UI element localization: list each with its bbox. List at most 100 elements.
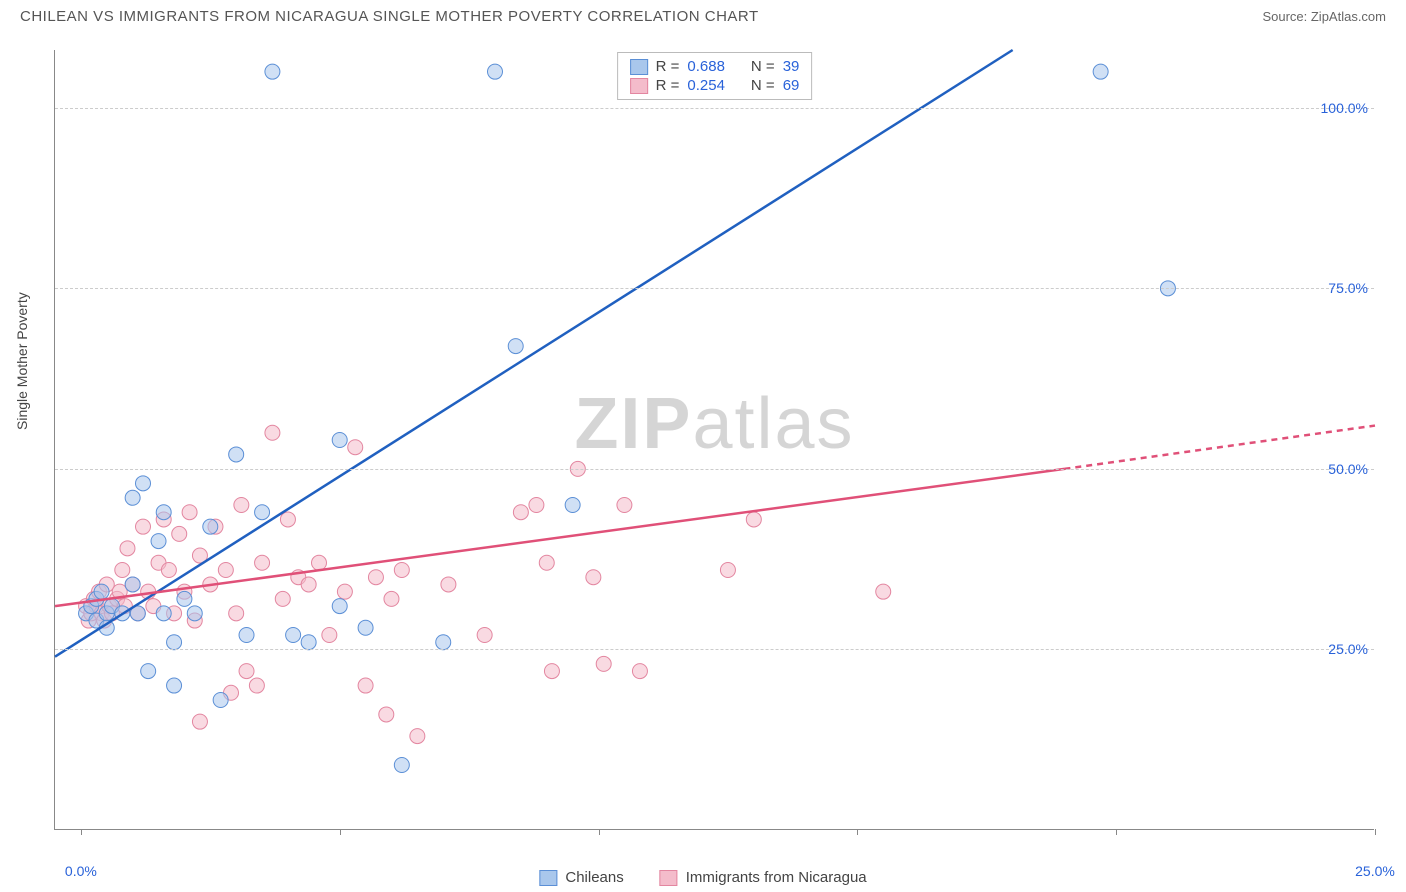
data-point <box>255 555 270 570</box>
data-point <box>161 563 176 578</box>
data-point <box>394 758 409 773</box>
data-point <box>249 678 264 693</box>
data-point <box>348 440 363 455</box>
data-point <box>368 570 383 585</box>
data-point <box>229 447 244 462</box>
data-point <box>167 635 182 650</box>
data-point <box>125 490 140 505</box>
trend-line <box>55 469 1064 606</box>
legend-item-chileans: Chileans <box>539 869 623 886</box>
data-point <box>265 64 280 79</box>
data-point <box>337 584 352 599</box>
y-tick-label: 100.0% <box>1321 100 1368 116</box>
data-point <box>358 620 373 635</box>
data-point <box>94 584 109 599</box>
legend-label-nicaragua: Immigrants from Nicaragua <box>686 869 867 886</box>
data-point <box>301 635 316 650</box>
data-point <box>239 664 254 679</box>
x-tick <box>81 829 82 835</box>
r-value-chileans: 0.688 <box>687 58 725 75</box>
data-point <box>379 707 394 722</box>
y-tick-label: 75.0% <box>1328 280 1368 296</box>
data-point <box>218 563 233 578</box>
data-point <box>539 555 554 570</box>
data-point <box>286 628 301 643</box>
gridline <box>55 469 1374 470</box>
data-point <box>301 577 316 592</box>
x-tick <box>857 829 858 835</box>
data-point <box>720 563 735 578</box>
data-point <box>586 570 601 585</box>
trend-line <box>55 50 1013 657</box>
legend-row-nicaragua: R = 0.254 N = 69 <box>630 76 800 95</box>
data-point <box>234 498 249 513</box>
data-point <box>508 339 523 354</box>
gridline <box>55 108 1374 109</box>
n-value-chileans: 39 <box>783 58 800 75</box>
data-point <box>358 678 373 693</box>
swatch-chileans-icon <box>630 59 648 75</box>
gridline <box>55 649 1374 650</box>
plot-svg <box>55 50 1374 829</box>
x-tick <box>1116 829 1117 835</box>
legend-item-nicaragua: Immigrants from Nicaragua <box>660 869 867 886</box>
data-point <box>632 664 647 679</box>
data-point <box>265 425 280 440</box>
x-tick-label: 25.0% <box>1355 863 1395 879</box>
x-tick-label: 0.0% <box>65 863 97 879</box>
data-point <box>255 505 270 520</box>
data-point <box>275 591 290 606</box>
correlation-legend: R = 0.688 N = 39 R = 0.254 N = 69 <box>617 52 813 100</box>
data-point <box>239 628 254 643</box>
data-point <box>280 512 295 527</box>
data-point <box>172 526 187 541</box>
data-point <box>394 563 409 578</box>
data-point <box>151 534 166 549</box>
source-label: Source: <box>1262 9 1310 24</box>
data-point <box>203 519 218 534</box>
swatch-chileans-icon <box>539 870 557 886</box>
data-point <box>596 656 611 671</box>
gridline <box>55 288 1374 289</box>
series-legend: Chileans Immigrants from Nicaragua <box>539 869 866 886</box>
y-tick-label: 50.0% <box>1328 461 1368 477</box>
n-label: N = <box>751 77 775 94</box>
data-point <box>332 599 347 614</box>
r-value-nicaragua: 0.254 <box>687 77 725 94</box>
source-attribution: Source: ZipAtlas.com <box>1262 9 1386 24</box>
data-point <box>384 591 399 606</box>
scatter-chart: ZIPatlas R = 0.688 N = 39 R = 0.254 N = … <box>54 50 1374 830</box>
data-point <box>187 606 202 621</box>
source-value: ZipAtlas.com <box>1311 9 1386 24</box>
data-point <box>1093 64 1108 79</box>
n-value-nicaragua: 69 <box>783 77 800 94</box>
r-label: R = <box>656 77 680 94</box>
x-tick <box>599 829 600 835</box>
data-point <box>115 563 130 578</box>
data-point <box>876 584 891 599</box>
x-tick <box>1375 829 1376 835</box>
swatch-nicaragua-icon <box>630 78 648 94</box>
data-point <box>529 498 544 513</box>
n-label: N = <box>751 58 775 75</box>
y-tick-label: 25.0% <box>1328 641 1368 657</box>
data-point <box>156 505 171 520</box>
data-point <box>136 519 151 534</box>
data-point <box>125 577 140 592</box>
data-point <box>213 693 228 708</box>
data-point <box>513 505 528 520</box>
data-point <box>229 606 244 621</box>
data-point <box>565 498 580 513</box>
data-point <box>322 628 337 643</box>
y-axis-label: Single Mother Poverty <box>14 292 30 430</box>
swatch-nicaragua-icon <box>660 870 678 886</box>
data-point <box>488 64 503 79</box>
data-point <box>544 664 559 679</box>
data-point <box>182 505 197 520</box>
data-point <box>441 577 456 592</box>
data-point <box>410 729 425 744</box>
data-point <box>312 555 327 570</box>
data-point <box>141 664 156 679</box>
data-point <box>167 678 182 693</box>
data-point <box>136 476 151 491</box>
